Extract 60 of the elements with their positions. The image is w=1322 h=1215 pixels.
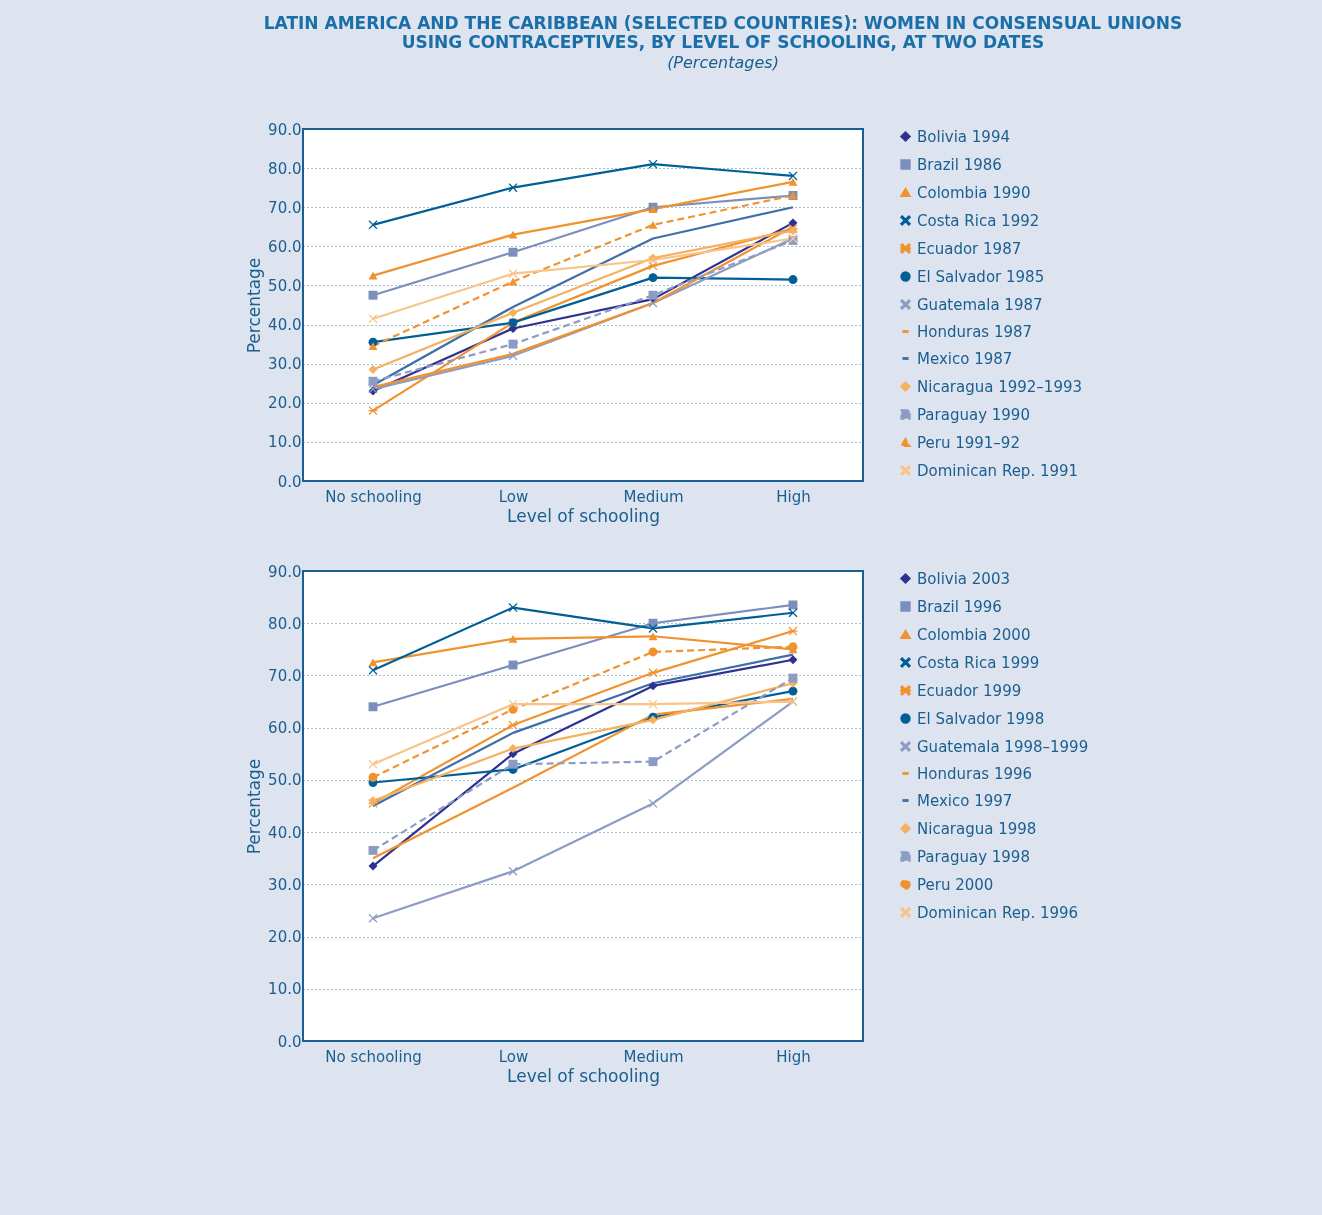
legend-label: Brazil 1986 (917, 155, 1002, 174)
x-axis-title: Level of schooling (507, 1065, 660, 1086)
legend-label: Colombia 2000 (917, 625, 1031, 644)
legend-label: Paraguay 1990 (917, 405, 1030, 424)
legend-label: Ecuador 1987 (917, 239, 1022, 258)
y-axis-title: Percentage (244, 758, 265, 855)
x-tick-label: Low (498, 1047, 529, 1066)
y-tick-label: 60.0 (268, 719, 302, 738)
x-axis-title: Level of schooling (507, 505, 660, 526)
y-tick-label: 10.0 (268, 980, 302, 999)
y-tick-label: 70.0 (268, 666, 302, 685)
y-axis-title: Percentage (244, 257, 265, 354)
legend-label: Peru 2000 (917, 875, 994, 894)
y-tick-label: 40.0 (268, 316, 302, 335)
y-tick-label: 50.0 (268, 771, 302, 790)
y-tick-label: 20.0 (268, 928, 302, 947)
y-tick-label: 90.0 (268, 120, 302, 139)
legend-label: Guatemala 1987 (917, 295, 1043, 314)
x-tick-label: High (776, 1047, 811, 1066)
legend-label: Colombia 1990 (917, 183, 1031, 202)
y-tick-label: 10.0 (268, 433, 302, 452)
y-tick-label: 80.0 (268, 614, 302, 633)
legend-label: Paraguay 1998 (917, 847, 1030, 866)
legend-label: Bolivia 2003 (917, 569, 1010, 588)
y-tick-label: 50.0 (268, 276, 302, 295)
y-tick-label: 20.0 (268, 394, 302, 413)
y-tick-label: 40.0 (268, 823, 302, 842)
x-tick-label: High (776, 487, 811, 506)
legend-label: Bolivia 1994 (917, 127, 1010, 146)
chart-title: LATIN AMERICA AND THE CARIBBEAN (SELECTED COUNTRIES): WOMEN IN CONSENSUAL UNIONS USING CONTRACEPTIVES, BY LEVEL OF SCHOOLING, AT TWO DATES (263, 13, 1183, 52)
x-tick-label: No schooling (325, 487, 422, 506)
y-tick-label: 30.0 (268, 355, 302, 374)
y-tick-label: 90.0 (268, 562, 302, 581)
y-tick-label: 30.0 (268, 875, 302, 894)
legend-label: Nicaragua 1998 (917, 819, 1037, 838)
legend-label: Mexico 1987 (917, 349, 1013, 368)
legend-label: Dominican Rep. 1996 (917, 903, 1079, 922)
x-tick-label: Medium (623, 1047, 684, 1066)
legend-label: Honduras 1987 (917, 322, 1033, 341)
legend-label: Mexico 1997 (917, 791, 1013, 810)
y-tick-label: 70.0 (268, 198, 302, 217)
x-tick-label: No schooling (325, 1047, 422, 1066)
legend-label: Peru 1991–92 (917, 433, 1020, 452)
legend-label: El Salvador 1985 (917, 267, 1045, 286)
y-tick-label: 60.0 (268, 237, 302, 256)
legend-label: Ecuador 1999 (917, 681, 1022, 700)
y-tick-label: 80.0 (268, 159, 302, 178)
y-tick-label: 0.0 (277, 472, 302, 491)
legend-label: Dominican Rep. 1991 (917, 461, 1079, 480)
legend-label: El Salvador 1998 (917, 709, 1045, 728)
x-tick-label: Medium (623, 487, 684, 506)
legend-label: Costa Rica 1992 (917, 211, 1040, 230)
legend-label: Nicaragua 1992–1993 (917, 377, 1083, 396)
legend-label: Costa Rica 1999 (917, 653, 1040, 672)
legend-label: Guatemala 1998–1999 (917, 737, 1089, 756)
chart-subtitle: (Percentages) (667, 53, 779, 72)
legend-label: Honduras 1996 (917, 764, 1033, 783)
x-tick-label: Low (498, 487, 529, 506)
legend-label: Brazil 1996 (917, 597, 1002, 616)
y-tick-label: 0.0 (277, 1032, 302, 1051)
